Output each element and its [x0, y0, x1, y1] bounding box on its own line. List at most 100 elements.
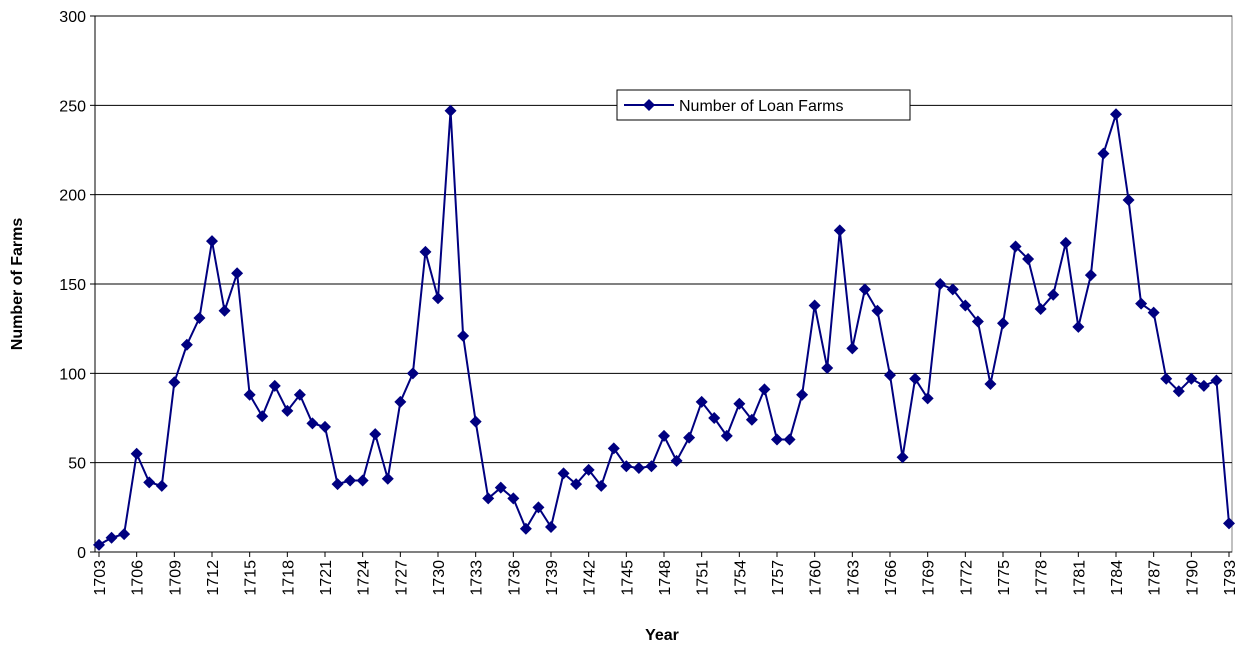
marker — [155, 479, 168, 492]
marker — [218, 304, 231, 317]
x-tick-label: 1757 — [770, 560, 787, 596]
x-tick-label: 1724 — [356, 560, 373, 596]
marker — [745, 413, 758, 426]
x-tick-label: 1793 — [1222, 560, 1239, 596]
x-tick-label: 1733 — [469, 560, 486, 596]
legend-label: Number of Loan Farms — [679, 98, 844, 115]
marker — [1185, 372, 1198, 385]
y-tick-label: 100 — [59, 366, 86, 383]
marker — [846, 342, 859, 355]
marker — [771, 433, 783, 446]
x-tick-label: 1769 — [921, 560, 938, 596]
marker — [256, 410, 269, 423]
marker — [1147, 306, 1160, 319]
marker — [444, 104, 457, 117]
x-tick-label: 1730 — [431, 560, 448, 596]
x-tick-label: 1727 — [393, 560, 410, 596]
marker — [331, 478, 344, 491]
marker — [406, 367, 419, 380]
marker — [507, 492, 520, 505]
legend-marker — [643, 99, 655, 111]
marker — [168, 376, 181, 389]
x-tick-label: 1736 — [506, 560, 523, 596]
x-tick-label: 1712 — [205, 560, 222, 596]
marker — [231, 267, 244, 280]
x-tick-label: 1721 — [318, 560, 335, 596]
x-tick-label: 1751 — [695, 560, 712, 596]
x-tick-label: 1790 — [1184, 560, 1201, 596]
x-tick-label: 1715 — [243, 560, 260, 596]
marker — [1110, 108, 1122, 121]
x-tick-label: 1739 — [544, 560, 561, 596]
marker — [595, 479, 608, 492]
marker — [984, 378, 997, 391]
marker — [193, 311, 206, 324]
x-tick-label: 1778 — [1034, 560, 1051, 596]
marker — [1047, 288, 1060, 301]
x-tick-label: 1775 — [996, 560, 1013, 596]
y-tick-label: 0 — [77, 545, 86, 562]
y-axis-title: Number of Farms — [9, 218, 26, 351]
marker — [858, 283, 871, 296]
marker — [683, 431, 696, 444]
marker — [783, 433, 796, 446]
marker — [494, 481, 507, 494]
marker — [946, 283, 959, 296]
marker — [632, 462, 645, 475]
x-tick-label: 1745 — [619, 560, 636, 596]
x-tick-label: 1784 — [1109, 560, 1126, 596]
marker — [1022, 252, 1035, 265]
marker — [1122, 194, 1135, 207]
marker — [570, 478, 583, 491]
y-tick-label: 200 — [59, 188, 86, 205]
x-tick-label: 1766 — [883, 560, 900, 596]
marker — [1223, 517, 1235, 530]
marker — [658, 429, 670, 442]
marker — [356, 474, 369, 487]
marker — [469, 415, 482, 428]
marker — [557, 467, 570, 480]
marker — [921, 392, 934, 405]
marker — [519, 522, 532, 535]
marker — [457, 329, 470, 342]
marker — [105, 531, 118, 544]
marker — [971, 315, 984, 328]
marker — [1059, 236, 1072, 249]
marker — [1135, 297, 1148, 310]
marker — [432, 292, 444, 305]
marker — [419, 245, 432, 258]
marker — [1172, 385, 1185, 398]
marker — [808, 299, 821, 312]
marker — [796, 388, 809, 401]
marker — [532, 501, 545, 514]
marker — [93, 538, 105, 551]
marker — [319, 420, 331, 433]
x-tick-label: 1787 — [1147, 560, 1164, 596]
marker — [1097, 147, 1110, 160]
marker — [381, 472, 394, 485]
marker — [1072, 320, 1085, 333]
marker — [896, 451, 909, 464]
series-line — [98, 110, 1230, 546]
x-tick-label: 1754 — [732, 560, 749, 596]
marker — [997, 317, 1009, 330]
marker — [293, 388, 306, 401]
marker — [1197, 379, 1210, 392]
marker — [281, 404, 294, 417]
marker — [1034, 303, 1047, 316]
marker — [821, 361, 834, 374]
marker — [1084, 269, 1097, 282]
marker — [909, 372, 922, 385]
marker — [720, 429, 733, 442]
marker — [934, 278, 947, 290]
marker — [118, 528, 131, 541]
marker — [582, 463, 595, 476]
marker — [369, 428, 382, 441]
marker — [620, 460, 633, 473]
marker — [959, 299, 972, 312]
marker — [243, 388, 256, 401]
marker — [130, 447, 143, 460]
marker — [871, 304, 884, 317]
marker — [306, 417, 319, 430]
